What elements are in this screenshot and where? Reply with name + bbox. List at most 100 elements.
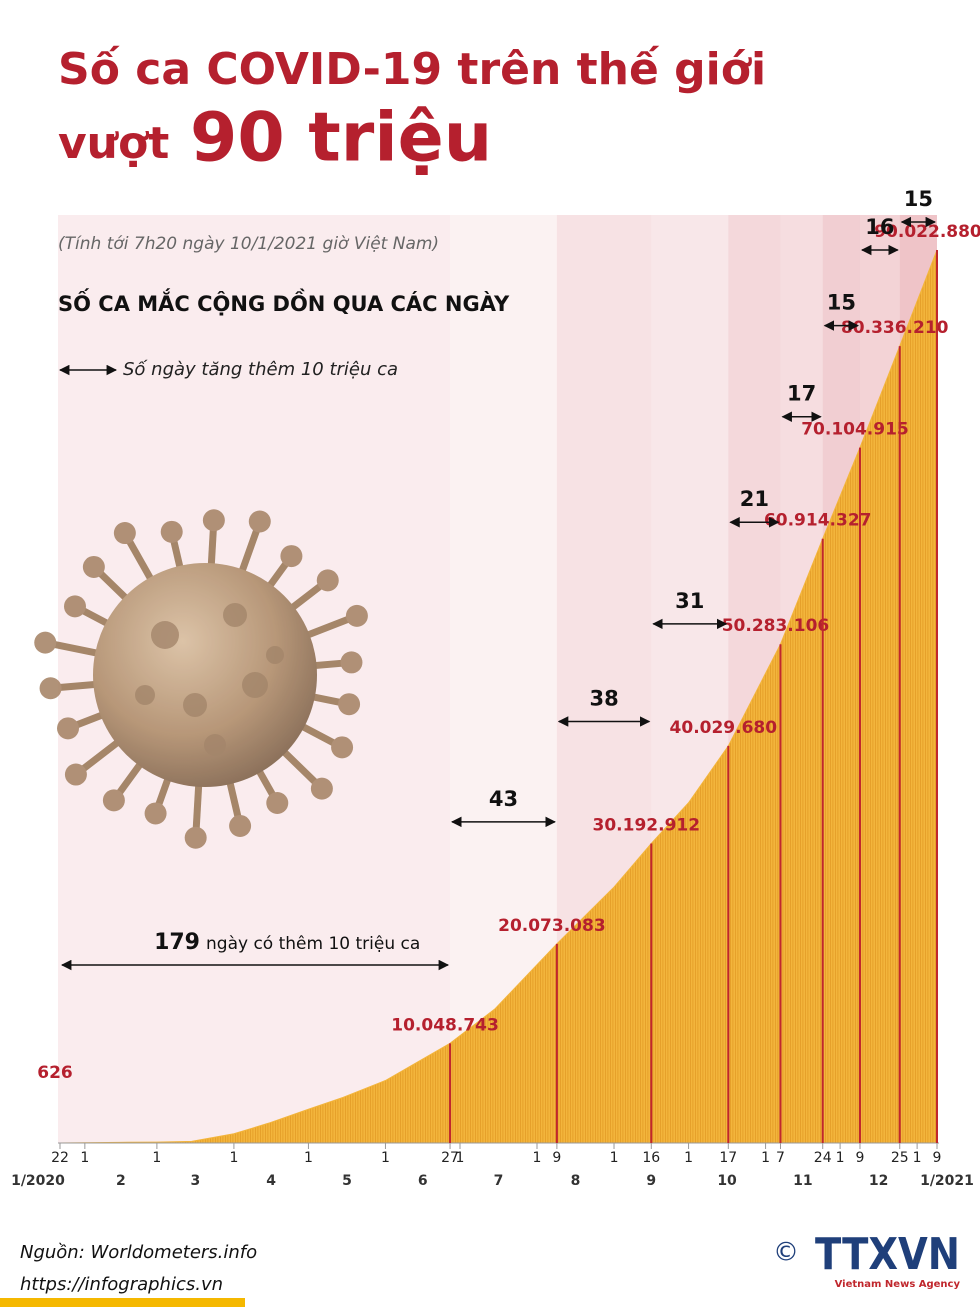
- virus-spike-head: [113, 522, 136, 545]
- virus-bump: [223, 603, 247, 627]
- virus-bump: [151, 621, 179, 649]
- virus-spike-head: [144, 802, 167, 825]
- month-label: 9: [646, 1173, 656, 1189]
- x-tick-label: 17: [719, 1150, 737, 1166]
- month-label: 5: [342, 1173, 352, 1189]
- month-label: 2: [116, 1173, 126, 1189]
- x-tick-label: 1: [80, 1150, 89, 1166]
- x-tick-label: 9: [552, 1150, 561, 1166]
- month-label: 10: [717, 1173, 737, 1189]
- x-tick-label: 1: [456, 1150, 465, 1166]
- virus-spike-head: [39, 677, 62, 700]
- virus-bump: [135, 685, 155, 705]
- logo: TTXVN: [815, 1229, 960, 1280]
- virus-spike-head: [34, 631, 57, 654]
- virus-spike-head: [160, 520, 183, 543]
- virus-bump: [183, 693, 207, 717]
- virus-spike-head: [266, 792, 289, 815]
- chart-title: SỐ CA MẮC CỘNG DỒN QUA CÁC NGÀY: [58, 288, 510, 316]
- interval-label: 31: [675, 589, 704, 613]
- virus-spike-head: [202, 509, 225, 532]
- legend-text: Số ngày tăng thêm 10 triệu ca: [123, 359, 398, 380]
- virus-spike-head: [338, 693, 361, 716]
- x-tick-label: 22: [51, 1150, 69, 1166]
- title-prefix: vượt: [58, 118, 169, 169]
- month-label: 3: [191, 1173, 201, 1189]
- month-label: 1/2020: [11, 1173, 65, 1189]
- month-label: 11: [793, 1173, 812, 1189]
- virus-spike-head: [310, 777, 333, 800]
- x-tick-label: 1: [229, 1150, 238, 1166]
- x-tick-label: 1: [610, 1150, 619, 1166]
- x-tick-label: 24: [814, 1150, 832, 1166]
- x-tick-label: 7: [776, 1150, 785, 1166]
- x-tick-label: 9: [933, 1150, 942, 1166]
- virus-spike-head: [316, 569, 339, 592]
- interval-label: 21: [740, 487, 769, 511]
- title-emphasis: 90 triệu: [190, 99, 492, 178]
- virus-bump: [266, 646, 284, 664]
- milestone-label: 90.022.880: [874, 222, 980, 242]
- virus-spike-head: [82, 555, 105, 578]
- title-line1: Số ca COVID-19 trên thế giới: [58, 44, 766, 95]
- interval-label: 38: [589, 686, 618, 710]
- interval-note: ngày có thêm 10 triệu ca: [206, 934, 420, 954]
- virus-spike-head: [57, 717, 80, 740]
- agency: Vietnam News Agency: [835, 1279, 961, 1290]
- url: https://infographics.vn: [20, 1274, 223, 1295]
- milestone-label: 30.192.912: [593, 815, 701, 835]
- month-label: 4: [266, 1173, 276, 1189]
- virus-spike-head: [184, 826, 207, 849]
- month-label: 6: [418, 1173, 428, 1189]
- virus-spike-head: [229, 814, 252, 837]
- virus-spike-head: [331, 736, 354, 759]
- note: (Tính tới 7h20 ngày 10/1/2021 giờ Việt N…: [58, 234, 439, 254]
- interval-label: 16: [865, 215, 894, 239]
- month-label: 7: [494, 1173, 504, 1189]
- virus-spike-head: [248, 510, 271, 533]
- month-label: 12: [869, 1173, 888, 1189]
- chart: 626 10.048.743 20.073.083 30.192.912 40.029.…: [11, 187, 980, 1189]
- virus-spike-head: [345, 604, 368, 627]
- copyright: ©: [773, 1238, 799, 1268]
- milestone-label: 20.073.083: [498, 916, 606, 936]
- virus-spike-head: [64, 763, 87, 786]
- source: Nguồn: Worldometers.info: [20, 1242, 257, 1263]
- month-label: 8: [571, 1173, 581, 1189]
- x-tick-label: 9: [856, 1150, 865, 1166]
- virus-spike-head: [102, 789, 125, 812]
- footer-stripe: [0, 1298, 245, 1307]
- x-tick-label: 1: [381, 1150, 390, 1166]
- virus-bump: [204, 734, 226, 756]
- milestone-label: 60.914.327: [764, 511, 872, 531]
- x-tick-label: 1: [684, 1150, 693, 1166]
- x-tick-label: 1: [761, 1150, 770, 1166]
- x-tick-label: 1: [913, 1150, 922, 1166]
- cumulative-area: [59, 249, 938, 1144]
- x-tick-label: 27: [441, 1150, 459, 1166]
- virus-spike-head: [340, 651, 363, 674]
- interval-label: 17: [787, 382, 816, 406]
- virus-spike-head: [280, 545, 303, 568]
- interval-label: 43: [489, 787, 518, 811]
- x-tick-label: 1: [836, 1150, 845, 1166]
- milestone-label: 40.029.680: [670, 718, 778, 738]
- virus-spike-head: [63, 595, 86, 618]
- virus-bump: [242, 672, 268, 698]
- x-tick-label: 25: [891, 1150, 909, 1166]
- milestone-label: 80.336.210: [841, 318, 949, 338]
- x-tick-label: 16: [642, 1150, 660, 1166]
- virus-illustration: [34, 509, 368, 849]
- interval-label: 15: [827, 291, 856, 315]
- milestone-label: 626: [37, 1063, 73, 1083]
- milestone-label: 70.104.915: [801, 420, 909, 440]
- milestone-label: 50.283.106: [722, 616, 830, 636]
- x-tick-label: 1: [152, 1150, 161, 1166]
- interval-label: 179: [154, 930, 200, 955]
- virus-body: [93, 563, 317, 787]
- milestone-label: 10.048.743: [391, 1015, 499, 1035]
- month-label: 1/2021: [920, 1173, 974, 1189]
- x-tick-label: 1: [304, 1150, 313, 1166]
- interval-label: 15: [904, 187, 933, 211]
